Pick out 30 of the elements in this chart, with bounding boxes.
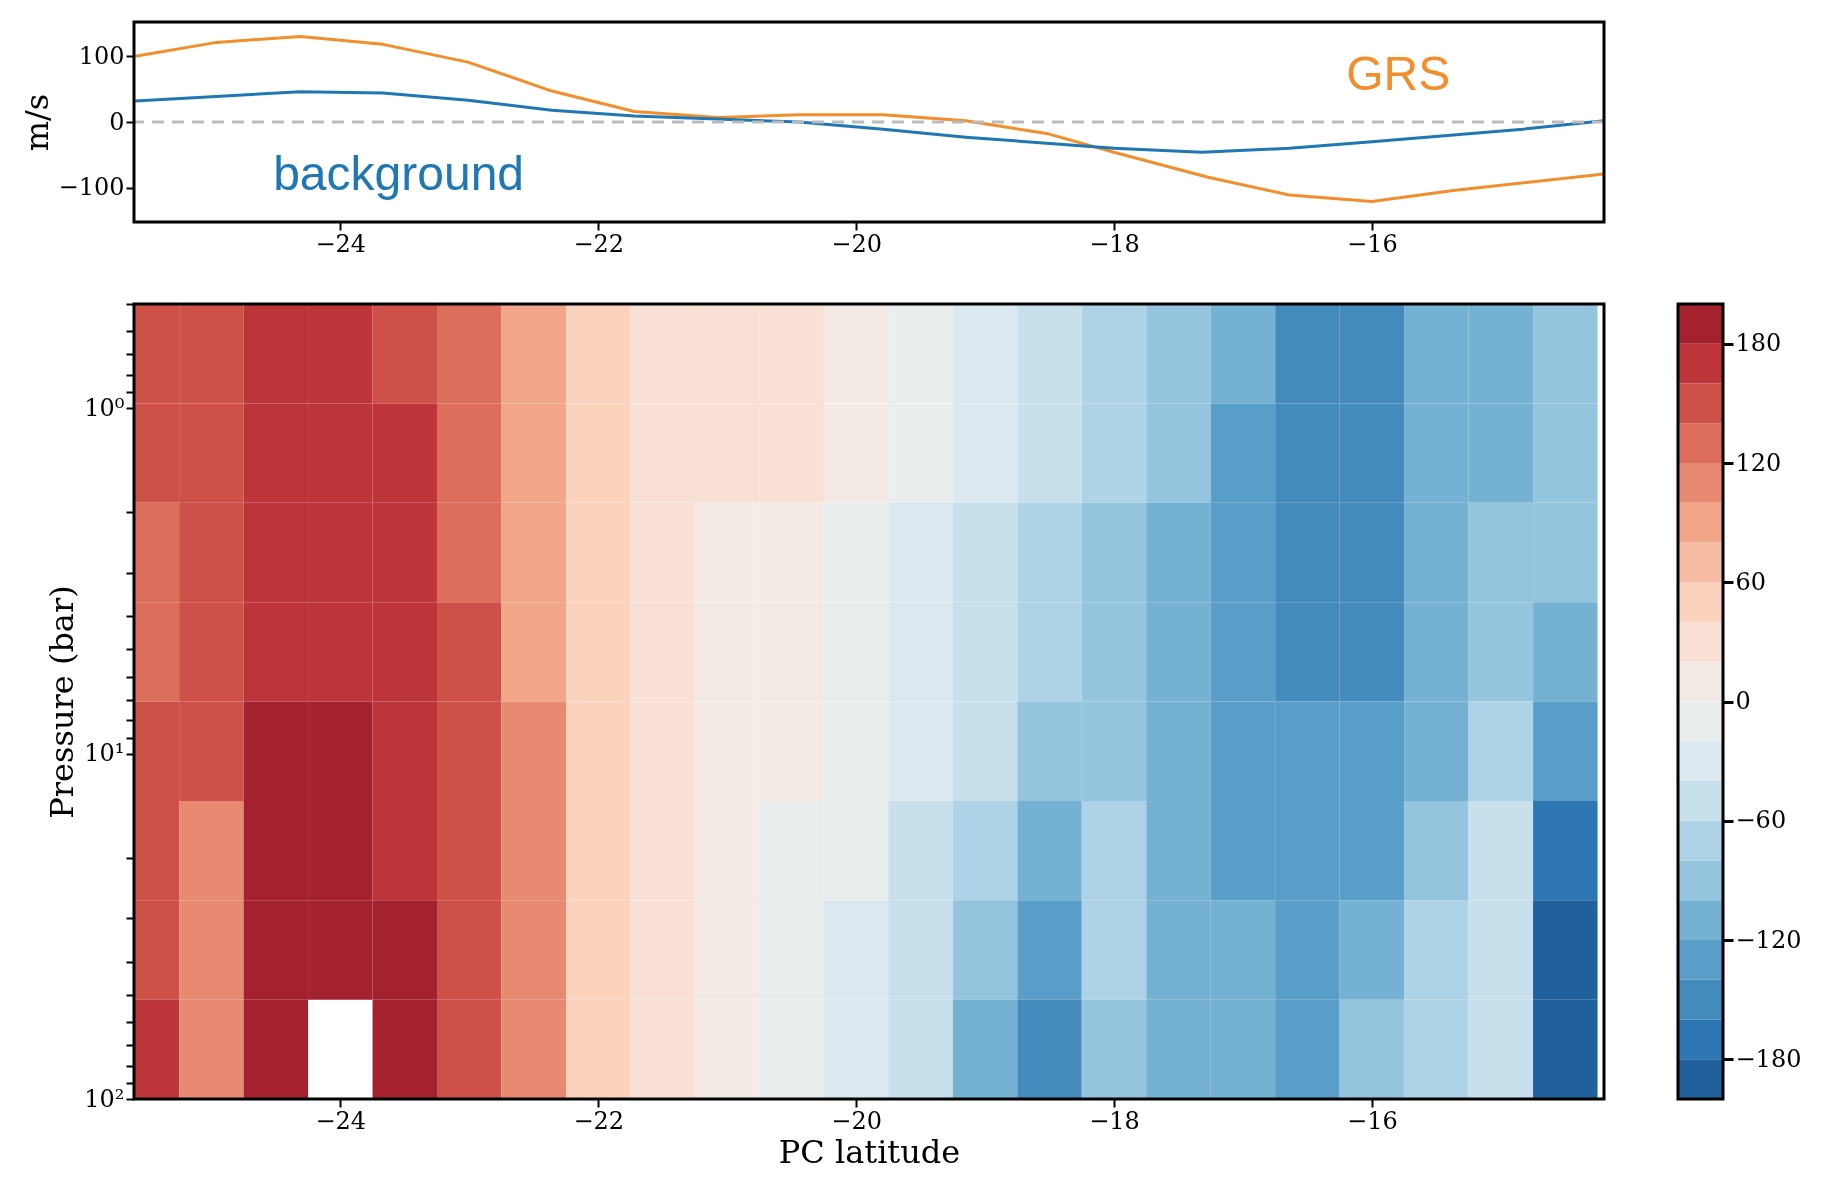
- x-tick-label: −22: [573, 1106, 625, 1135]
- color-bar-label: 0: [1735, 687, 1751, 715]
- y-tick-label: 10⁰: [84, 393, 125, 422]
- x-tick-label: −16: [1347, 1106, 1398, 1135]
- y-axis-title: Pressure (bar): [43, 585, 82, 819]
- color-bar-label: −180: [1735, 1044, 1802, 1073]
- x-tick-label: −16: [1347, 229, 1398, 258]
- x-tick-label: −20: [831, 1106, 882, 1135]
- line-series: [134, 34, 1604, 204]
- series-label: GRS: [1346, 47, 1451, 100]
- y-tick-label: −100: [58, 173, 125, 202]
- y-tick-label: 10¹: [84, 739, 125, 767]
- y-tick-label: 0: [109, 107, 125, 136]
- series-label: background: [273, 147, 525, 200]
- color-bar-label: −60: [1735, 806, 1787, 835]
- color-bar-label: 180: [1735, 329, 1782, 358]
- color-bar-label: −120: [1735, 925, 1802, 954]
- x-tick-label: −22: [573, 229, 625, 258]
- y-tick-label: 10²: [84, 1084, 125, 1113]
- y-axis-title: m/s: [17, 93, 56, 152]
- line-series: [134, 90, 1604, 154]
- x-tick-label: −18: [1089, 229, 1140, 258]
- x-tick-label: −18: [1089, 1106, 1140, 1135]
- x-tick-label: −24: [315, 1106, 367, 1135]
- y-tick-label: 100: [78, 41, 125, 70]
- x-axis-title: PC latitude: [778, 1132, 961, 1171]
- x-tick-label: −24: [315, 229, 367, 258]
- color-bar-label: 120: [1735, 448, 1782, 477]
- x-tick-label: −20: [831, 229, 882, 258]
- color-bar-label: 60: [1735, 567, 1767, 596]
